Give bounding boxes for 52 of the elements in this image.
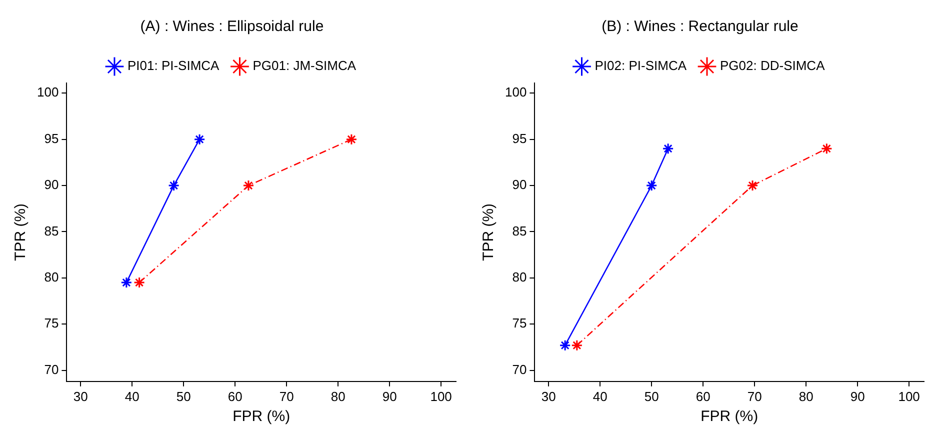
- x-axis-title: FPR (%): [700, 408, 758, 426]
- x-tick-label: 100: [898, 388, 920, 404]
- y-tick-label: 95: [44, 130, 59, 146]
- y-tick-label: 75: [44, 316, 59, 331]
- x-tick-label: 50: [644, 388, 659, 404]
- y-tick-label: 90: [44, 177, 59, 192]
- legend-label: PI02: PI-SIMCA: [594, 58, 687, 74]
- point: [168, 180, 180, 192]
- y-tick-label: 85: [44, 223, 59, 238]
- point: [559, 340, 571, 352]
- point: [820, 142, 832, 154]
- point: [346, 134, 358, 146]
- y-tick-label: 85: [512, 223, 527, 238]
- x-tick-label: 90: [850, 388, 865, 404]
- x-tick-label: 40: [124, 388, 140, 404]
- x-tick-label: 80: [798, 388, 814, 404]
- y-axis-title: TPR (%): [480, 203, 498, 261]
- chart-title: (A) : Wines : Ellipsoidal rule: [140, 18, 324, 36]
- x-tick-label: 40: [592, 388, 608, 404]
- y-tick-label: 80: [44, 270, 59, 285]
- point: [120, 276, 132, 288]
- x-tick-label: 60: [696, 388, 710, 404]
- y-tick-label: 100: [504, 84, 527, 100]
- point: [571, 340, 583, 352]
- x-tick-label: 60: [228, 388, 242, 404]
- point: [134, 276, 146, 288]
- x-tick-label: 70: [279, 388, 294, 404]
- legend-label: PG01: JM-SIMCA: [252, 58, 356, 74]
- point: [662, 142, 674, 154]
- x-tick-label: 80: [330, 388, 346, 404]
- chart-title: (B) : Wines : Rectangular rule: [602, 18, 798, 36]
- y-tick-label: 95: [512, 130, 527, 146]
- y-tick-label: 70: [44, 362, 59, 377]
- x-tick-label: 50: [176, 388, 191, 404]
- x-tick-label: 70: [747, 388, 762, 404]
- x-tick-label: 30: [73, 388, 88, 404]
- point: [194, 134, 206, 146]
- y-tick-label: 90: [512, 177, 527, 192]
- x-tick-label: 100: [430, 388, 452, 404]
- legend-label: PG02: DD-SIMCA: [720, 58, 826, 74]
- x-tick-label: 90: [382, 388, 397, 404]
- y-tick-label: 80: [512, 270, 527, 285]
- x-axis-title: FPR (%): [232, 408, 290, 426]
- point: [646, 180, 658, 192]
- legend-label: PI01: PI-SIMCA: [127, 58, 220, 74]
- y-tick-label: 70: [512, 362, 527, 377]
- point: [242, 180, 254, 192]
- y-tick-label: 75: [512, 316, 527, 331]
- x-tick-label: 30: [541, 388, 556, 404]
- point: [746, 180, 758, 192]
- y-axis-title: TPR (%): [12, 203, 30, 261]
- y-tick-label: 100: [36, 84, 59, 100]
